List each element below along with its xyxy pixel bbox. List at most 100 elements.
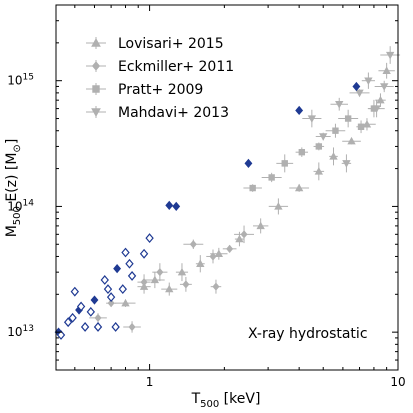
- data-point: [342, 160, 351, 168]
- data-point: [76, 301, 86, 312]
- data-point: [86, 306, 96, 317]
- data-point: [90, 295, 99, 305]
- data-point: [256, 221, 265, 230]
- data-point: [128, 322, 136, 332]
- data-point: [382, 66, 391, 74]
- data-point: [298, 148, 306, 156]
- data-point: [385, 51, 395, 60]
- data-point: [182, 280, 190, 289]
- data-point: [376, 95, 385, 104]
- legend-label: Eckmiller+ 2011: [118, 59, 234, 75]
- data-point: [63, 317, 73, 328]
- data-point: [113, 264, 122, 274]
- data-point: [156, 268, 164, 277]
- y-tick-label: 1015: [7, 73, 34, 88]
- legend-marker-triangle-down: [91, 108, 101, 118]
- data-point: [150, 275, 160, 284]
- data-point: [145, 233, 154, 244]
- legend-marker-diamond: [91, 61, 101, 71]
- data-point: [380, 83, 389, 91]
- data-point: [165, 200, 174, 210]
- plot-frame: [55, 4, 399, 371]
- y-axis-label: M500 E(z) [M⊙]: [4, 139, 23, 238]
- data-point: [177, 267, 187, 276]
- data-point: [364, 77, 373, 86]
- data-point: [244, 158, 253, 168]
- data-point: [100, 275, 109, 285]
- data-point: [196, 259, 205, 267]
- data-point: [127, 271, 137, 281]
- data-point: [80, 322, 90, 332]
- data-point: [307, 115, 317, 123]
- plot-annotation: X-ray hydrostatic: [248, 326, 368, 342]
- y-tick-label-exponent: 13: [23, 324, 34, 334]
- data-point: [249, 184, 256, 192]
- data-point: [352, 81, 361, 92]
- data-point: [235, 234, 244, 243]
- data-point: [294, 183, 304, 192]
- data-point: [56, 330, 66, 340]
- legend-label: Lovisari+ 2015: [118, 36, 224, 52]
- legend-entry: Pratt+ 2009: [86, 82, 203, 98]
- data-point: [118, 284, 127, 295]
- data-point: [362, 119, 372, 128]
- x-axis-label: T500 [keV]: [191, 391, 261, 410]
- legend-entry: Lovisari+ 2015: [86, 36, 224, 52]
- data-point: [347, 136, 356, 145]
- x-axis-label-sub: 500: [200, 399, 219, 410]
- data-point: [94, 313, 102, 322]
- data-point: [140, 278, 148, 287]
- data-point: [226, 244, 234, 253]
- legend-marker-square: [92, 85, 100, 93]
- data-point: [314, 167, 323, 175]
- y-tick-label-base: 10: [7, 325, 22, 339]
- y-axis-label-symbol: ⊙: [12, 144, 23, 152]
- y-tick-label: 1014: [7, 198, 34, 213]
- y-tick-label-base: 10: [7, 74, 22, 88]
- x-tick-label: 1: [146, 375, 154, 389]
- data-point: [107, 299, 115, 308]
- legend-entry: Mahdavi+ 2013: [86, 105, 229, 121]
- data-point: [329, 152, 338, 160]
- data-point: [139, 248, 149, 259]
- data-point: [111, 322, 120, 332]
- y-axis-label-close: ]: [4, 139, 20, 144]
- data-point: [209, 252, 217, 261]
- data-point: [68, 312, 77, 323]
- data-point: [319, 133, 328, 141]
- y-axis-label-sub: 500: [12, 206, 23, 225]
- data-point: [172, 201, 181, 212]
- data-point: [93, 322, 103, 332]
- y-tick-label-exponent: 14: [23, 198, 35, 208]
- data-point: [335, 101, 344, 109]
- data-point: [355, 89, 364, 98]
- legend-label: Pratt+ 2009: [118, 82, 203, 98]
- data-point: [281, 160, 288, 167]
- data-point: [268, 174, 275, 181]
- data-point: [103, 284, 113, 295]
- data-point: [344, 115, 352, 122]
- legend-entry: Eckmiller+ 2011: [86, 59, 234, 75]
- data-point: [315, 143, 323, 150]
- data-point: [106, 292, 116, 303]
- data-point: [212, 282, 220, 291]
- data-point: [70, 286, 79, 297]
- y-axis-label-rest: E(z) [M: [4, 153, 20, 207]
- data-point: [240, 230, 248, 239]
- data-marks: [54, 46, 401, 340]
- x-axis-label-main: T: [191, 391, 201, 407]
- y-tick-label: 1013: [7, 324, 34, 339]
- data-point: [295, 105, 304, 116]
- y-axis-label-main: M: [4, 225, 20, 237]
- data-point: [125, 258, 134, 269]
- data-point: [121, 298, 130, 307]
- data-point: [121, 247, 130, 258]
- legend-marker-triangle-up: [91, 37, 101, 47]
- x-axis-label-rest: [keV]: [219, 391, 260, 407]
- data-point: [165, 284, 174, 293]
- y-tick-label-exponent: 15: [23, 73, 34, 83]
- legend-label: Mahdavi+ 2013: [118, 105, 229, 121]
- data-point: [372, 105, 381, 113]
